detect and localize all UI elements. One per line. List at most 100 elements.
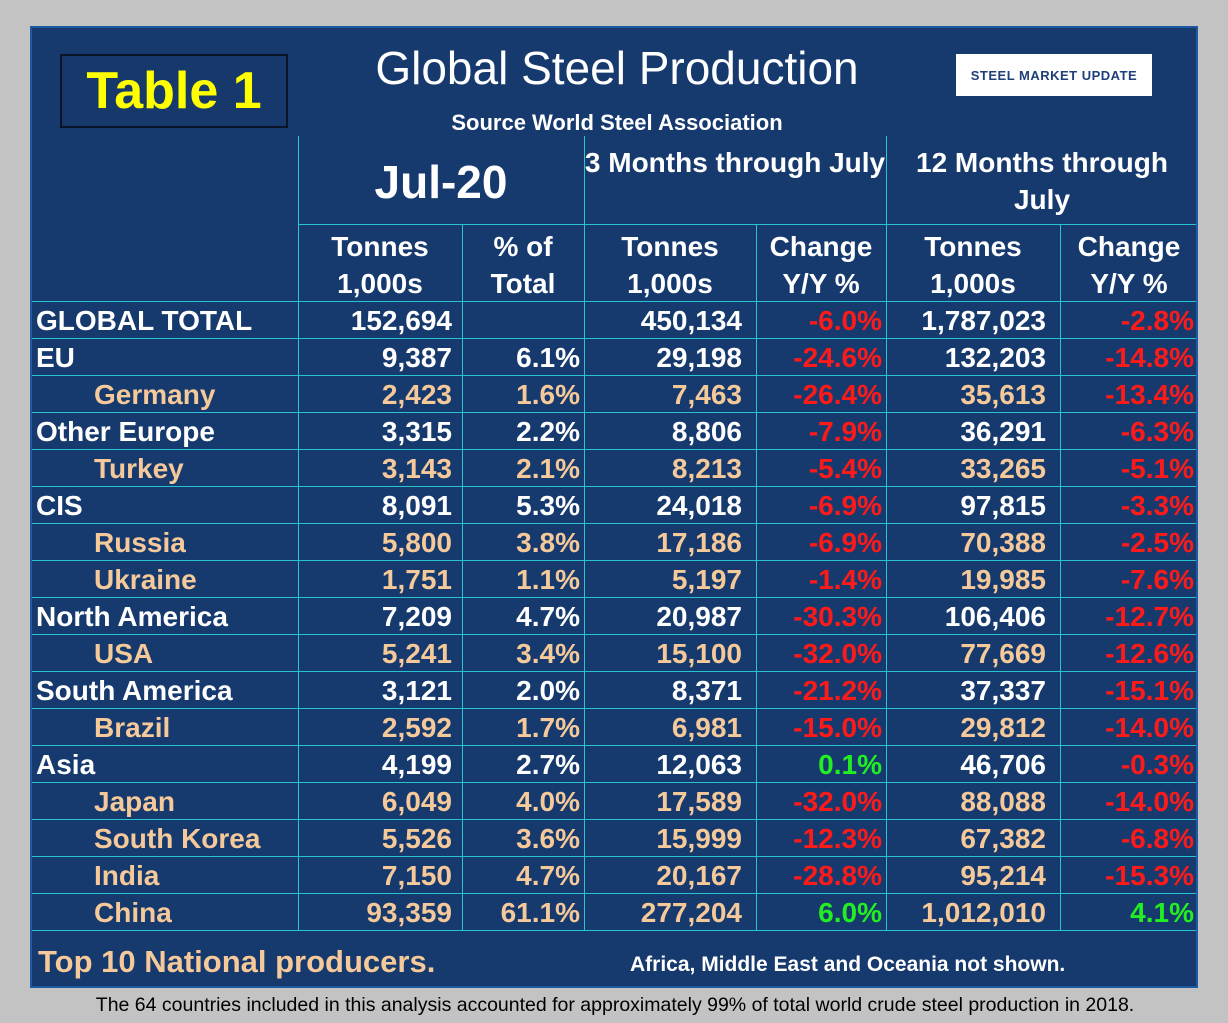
steel-production-panel: Table 1 Global Steel Production Source W… (30, 26, 1198, 988)
cell-3m-change: -5.4% (808, 453, 882, 484)
cell-12m-change: -2.8% (1120, 305, 1194, 336)
cell-12m-tonnes: 67,382 (960, 823, 1046, 854)
cell-12m-change: 4.1% (1130, 897, 1194, 928)
row-name: Brazil (94, 712, 171, 743)
cell-12m-change: -6.8% (1120, 823, 1194, 854)
grid-line (32, 375, 1196, 376)
row-name: Russia (94, 527, 186, 558)
cell-3m-tonnes: 277,204 (640, 897, 742, 928)
cell-jul-pct: 4.7% (516, 860, 580, 891)
cell-12m-change: -15.1% (1105, 675, 1194, 706)
cell-jul-tonnes: 9,387 (381, 342, 452, 373)
cell-12m-tonnes: 36,291 (960, 416, 1046, 447)
row-name: South Korea (94, 823, 261, 854)
cell-3m-change: -6.9% (808, 490, 882, 521)
header-twelve-month: 12 Months through July (916, 147, 1168, 215)
cell-12m-tonnes: 132,203 (944, 342, 1046, 373)
cell-12m-tonnes: 46,706 (960, 749, 1046, 780)
cell-3m-tonnes: 8,371 (671, 675, 742, 706)
cell-3m-change: -32.0% (793, 638, 882, 669)
row-name: North America (36, 601, 228, 632)
cell-3m-tonnes: 12,063 (656, 749, 742, 780)
cell-12m-tonnes: 19,985 (960, 564, 1046, 595)
cell-jul-tonnes: 8,091 (381, 490, 452, 521)
grid-line (32, 338, 1196, 339)
page-title: Global Steel Production (375, 42, 859, 94)
row-name: GLOBAL TOTAL (36, 305, 253, 336)
row-name: Germany (94, 379, 216, 410)
cell-3m-change: -26.4% (793, 379, 882, 410)
col-header-3m-tonnes: Tonnes 1,000s (621, 231, 719, 299)
row-name: China (94, 897, 172, 928)
cell-jul-tonnes: 2,423 (381, 379, 452, 410)
cell-jul-pct: 61.1% (500, 897, 580, 928)
footer-note-not-shown: Africa, Middle East and Oceania not show… (630, 953, 1066, 976)
cell-12m-tonnes: 1,787,023 (921, 305, 1046, 336)
cell-jul-tonnes: 3,143 (381, 453, 452, 484)
cell-12m-change: -5.1% (1120, 453, 1194, 484)
grid-line (462, 225, 463, 931)
header-three-month: 3 Months through July (584, 147, 886, 178)
row-name: Japan (94, 786, 175, 817)
table-label: Table 1 (60, 54, 288, 128)
cell-12m-change: -12.6% (1105, 638, 1194, 669)
cell-jul-tonnes: 5,526 (381, 823, 452, 854)
grid-line (32, 856, 1196, 857)
row-name: India (94, 860, 160, 891)
cell-3m-tonnes: 20,987 (656, 601, 742, 632)
col-header-jul-tonnes: Tonnes 1,000s (331, 231, 429, 299)
grid-line (32, 930, 1196, 931)
cell-12m-tonnes: 29,812 (960, 712, 1046, 743)
grid-line (1197, 136, 1198, 931)
grid-line (32, 708, 1196, 709)
cell-12m-change: -0.3% (1120, 749, 1194, 780)
cell-jul-tonnes: 7,209 (381, 601, 452, 632)
grid-line (32, 486, 1196, 487)
grid-line (32, 782, 1196, 783)
col-header-12m-tonnes: Tonnes 1,000s (924, 231, 1022, 299)
cell-12m-tonnes: 88,088 (960, 786, 1046, 817)
cell-12m-tonnes: 70,388 (960, 527, 1046, 558)
cell-jul-pct: 2.2% (516, 416, 580, 447)
grid-line (32, 634, 1196, 635)
cell-jul-pct: 1.1% (516, 564, 580, 595)
cell-3m-tonnes: 20,167 (656, 860, 742, 891)
grid-line (32, 597, 1196, 598)
cell-jul-tonnes: 5,241 (381, 638, 452, 669)
cell-12m-tonnes: 77,669 (960, 638, 1046, 669)
grid-line (32, 412, 1196, 413)
cell-3m-change: -1.4% (808, 564, 882, 595)
row-name: EU (36, 342, 75, 373)
grid-line (32, 560, 1196, 561)
cell-12m-change: -6.3% (1120, 416, 1194, 447)
cell-jul-tonnes: 3,315 (381, 416, 452, 447)
cell-12m-tonnes: 106,406 (944, 601, 1046, 632)
grid-line (1060, 225, 1061, 931)
cell-12m-change: -2.5% (1120, 527, 1194, 558)
cell-jul-pct: 3.4% (516, 638, 580, 669)
grid-line (32, 819, 1196, 820)
cell-3m-change: -28.8% (793, 860, 882, 891)
grid-line (32, 301, 1196, 302)
cell-3m-change: -15.0% (793, 712, 882, 743)
cell-3m-change: 0.1% (818, 749, 882, 780)
cell-3m-tonnes: 24,018 (656, 490, 742, 521)
footer-note-top-producers: Top 10 National producers. (38, 944, 436, 979)
grid-line (756, 225, 757, 931)
cell-3m-change: -24.6% (793, 342, 882, 373)
cell-3m-tonnes: 5,197 (671, 564, 742, 595)
cell-jul-tonnes: 3,121 (381, 675, 452, 706)
cell-jul-pct: 6.1% (516, 342, 580, 373)
col-header-3m-change: Change Y/Y % (769, 231, 873, 299)
row-name: Ukraine (94, 564, 197, 595)
steel-market-update-logo: STEEL MARKET UPDATE (956, 54, 1152, 96)
cell-12m-change: -3.3% (1120, 490, 1194, 521)
cell-12m-change: -7.6% (1120, 564, 1194, 595)
cell-12m-tonnes: 95,214 (960, 860, 1046, 891)
cell-jul-pct: 5.3% (516, 490, 580, 521)
row-name: Turkey (94, 453, 184, 484)
cell-12m-change: -15.3% (1105, 860, 1194, 891)
cell-12m-change: -14.0% (1105, 786, 1194, 817)
cell-jul-tonnes: 6,049 (381, 786, 452, 817)
cell-jul-tonnes: 5,800 (381, 527, 452, 558)
